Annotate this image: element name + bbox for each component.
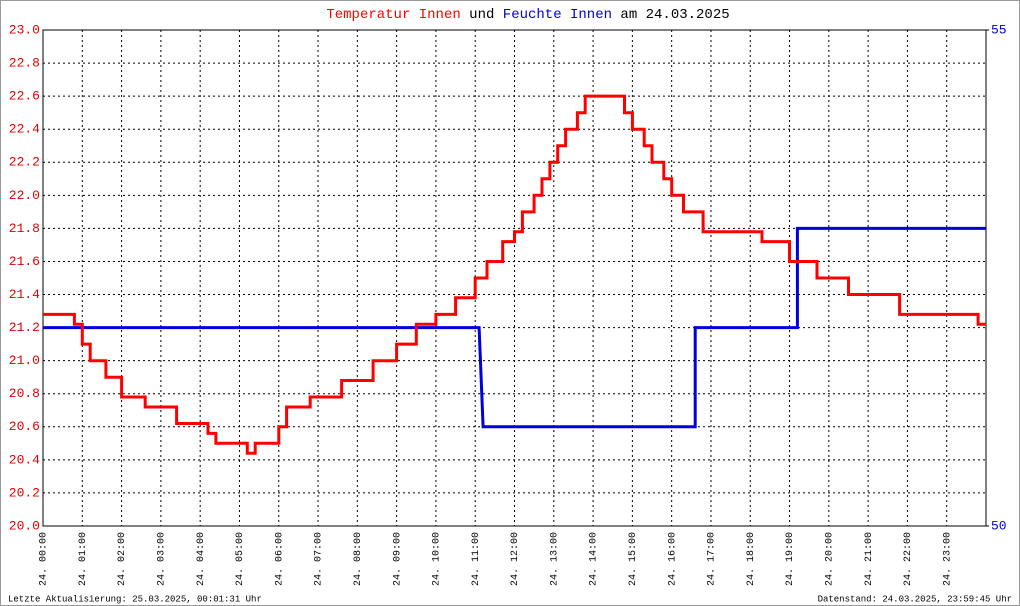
y2-tick-label: 50 (991, 518, 1007, 533)
plot-border (42, 29, 987, 527)
x-tick-label: 24. 07:00 (314, 532, 325, 586)
y-tick-label: 20.0 (9, 518, 40, 533)
y-tick-label: 21.6 (9, 254, 40, 269)
x-tick-label: 24. 04:00 (196, 532, 207, 586)
title-series-2: Feuchte Innen (503, 7, 612, 23)
y-tick-label: 21.0 (9, 353, 40, 368)
title-part: am 24.03.2025 (620, 7, 729, 23)
y-tick-label: 22.6 (9, 89, 40, 104)
x-tick-label: 24. 19:00 (785, 532, 796, 586)
y-tick-label: 22.0 (9, 188, 40, 203)
x-tick-label: 24. 23:00 (942, 532, 953, 586)
x-tick-label: 24. 01:00 (78, 532, 89, 586)
x-tick-label: 24. 22:00 (903, 532, 914, 586)
chart-title: Temperatur Innen und Feuchte Innen am 24… (326, 7, 729, 23)
x-tick-label: 24. 05:00 (235, 532, 246, 586)
x-tick-label: 24. 20:00 (824, 532, 835, 586)
x-tick-label: 24. 15:00 (628, 532, 639, 586)
x-tick-label: 24. 10:00 (432, 532, 443, 586)
x-tick-label: 24. 13:00 (549, 532, 560, 586)
y-tick-label: 21.2 (9, 320, 40, 335)
x-tick-label: 24. 03:00 (157, 532, 168, 586)
y-tick-label: 22.2 (9, 155, 40, 170)
x-tick-label: 24. 12:00 (510, 532, 521, 586)
title-part: und (469, 7, 494, 23)
x-tick-label: 24. 18:00 (746, 532, 757, 586)
y2-tick-label: 55 (991, 22, 1007, 37)
y-tick-label: 20.2 (9, 485, 40, 500)
x-tick-label: 24. 14:00 (589, 532, 600, 586)
y-tick-label: 22.8 (9, 56, 40, 71)
x-tick-label: 24. 09:00 (392, 532, 403, 586)
x-tick-label: 24. 06:00 (274, 532, 285, 586)
footer-left: Letzte Aktualisierung: 25.03.2025, 00:01… (8, 594, 262, 604)
x-tick-label: 24. 21:00 (864, 532, 875, 586)
y-tick-label: 23.0 (9, 22, 40, 37)
y-tick-label: 20.4 (9, 452, 40, 467)
title-series-1: Temperatur Innen (326, 7, 460, 23)
series-line (43, 226, 986, 429)
y-tick-label: 21.8 (9, 221, 40, 236)
series-line (43, 94, 986, 455)
x-tick-label: 24. 00:00 (39, 532, 50, 586)
y-tick-label: 20.6 (9, 419, 40, 434)
y-tick-label: 22.4 (9, 122, 40, 137)
x-tick-label: 24. 16:00 (667, 532, 678, 586)
y-tick-label: 21.4 (9, 287, 40, 302)
x-tick-label: 24. 02:00 (117, 532, 128, 586)
x-tick-label: 24. 11:00 (471, 532, 482, 586)
footer-right: Datenstand: 24.03.2025, 23:59:45 Uhr (818, 594, 1012, 604)
x-tick-label: 24. 17:00 (707, 532, 718, 586)
x-tick-label: 24. 08:00 (353, 532, 364, 586)
y-tick-label: 20.8 (9, 386, 40, 401)
